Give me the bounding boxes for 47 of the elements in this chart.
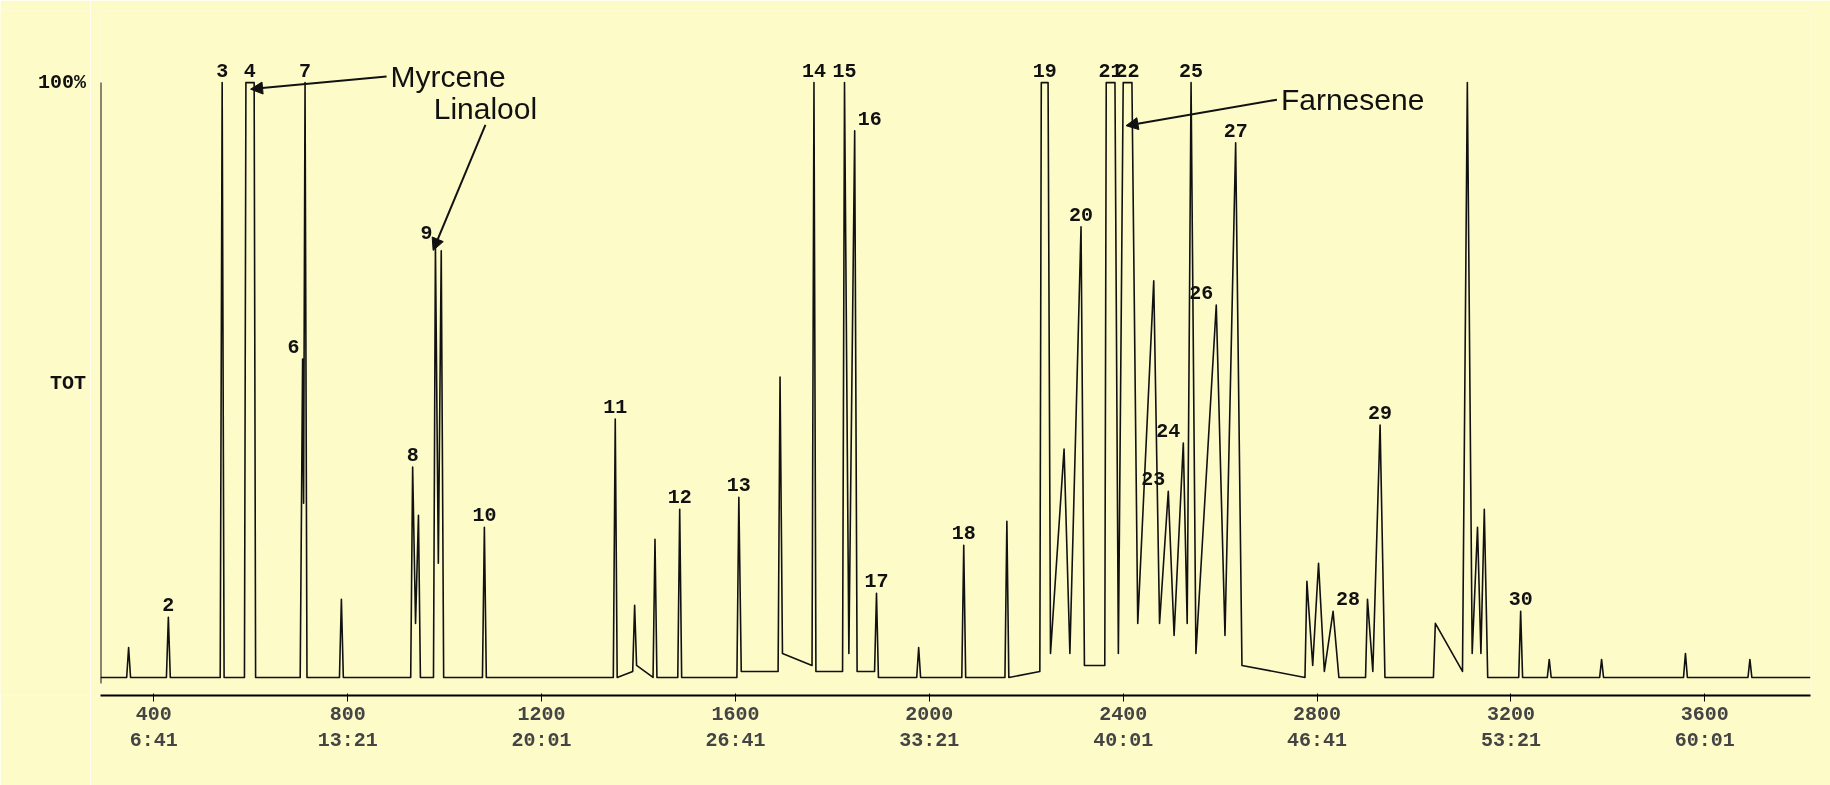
annotation: 8: [406, 444, 419, 468]
annotation: 12: [667, 486, 692, 510]
annotation: 13: [726, 474, 751, 498]
annotation: 4: [243, 59, 256, 83]
annotation: 3: [216, 59, 229, 83]
annotation: Linalool: [433, 91, 538, 125]
x-tick-label: 3600: [1680, 702, 1729, 726]
x-tick-label: 2800: [1293, 702, 1342, 726]
annotation: 25: [1179, 59, 1204, 83]
annotation: 6: [287, 336, 300, 360]
x2-tick-label: 26:41: [705, 728, 766, 752]
annotation: 30: [1508, 588, 1533, 612]
annotation: 28: [1336, 588, 1361, 612]
annotation: 16: [857, 107, 882, 131]
annotation: 19: [1032, 59, 1057, 83]
annotation: 29: [1368, 402, 1393, 426]
x-tick-label: 1600: [711, 702, 760, 726]
text: TOT: [49, 371, 87, 395]
x-tick-label: 400: [135, 702, 172, 726]
annotation: 20: [1069, 203, 1094, 227]
annotation: 7: [299, 59, 312, 83]
x-tick-label: 800: [329, 702, 366, 726]
annotation: 15: [832, 59, 857, 83]
annotation: 2: [162, 594, 175, 618]
x2-tick-label: 46:41: [1287, 728, 1348, 752]
x-tick-label: 2000: [905, 702, 954, 726]
x-tick-label: 3200: [1486, 702, 1535, 726]
annotation: 9: [420, 221, 433, 245]
annotation: 11: [603, 396, 628, 420]
x-tick-label: 2400: [1099, 702, 1148, 726]
x-tick-label: 1200: [517, 702, 566, 726]
x2-tick-label: 6:41: [129, 728, 178, 752]
annotation: Myrcene: [390, 60, 506, 94]
x2-tick-label: 33:21: [899, 728, 960, 752]
x2-tick-label: 53:21: [1480, 728, 1541, 752]
annotation: 27: [1223, 119, 1248, 143]
annotation: 17: [864, 570, 889, 594]
annotation: Farnesene: [1280, 83, 1425, 117]
x2-tick-label: 13:21: [317, 728, 378, 752]
text: 100%: [37, 71, 87, 95]
x2-tick-label: 60:01: [1674, 728, 1735, 752]
annotation: 24: [1156, 420, 1181, 444]
annotation: 14: [801, 59, 826, 83]
annotation: 10: [472, 504, 497, 528]
annotation: 18: [951, 522, 976, 546]
x2-tick-label: 40:01: [1093, 728, 1154, 752]
x2-tick-label: 20:01: [511, 728, 572, 752]
